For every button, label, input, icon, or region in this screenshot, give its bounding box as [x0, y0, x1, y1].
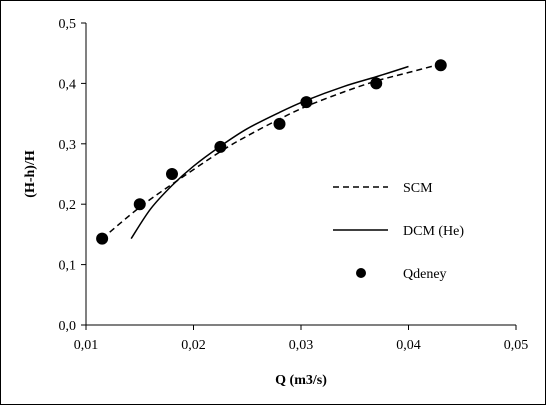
data-point-qdeney [273, 117, 286, 130]
series-line-dcm [130, 65, 409, 240]
legend-label-dcm: DCM (He) [403, 224, 464, 239]
x-tick-label: 0,04 [396, 338, 421, 353]
y-tick-label: 0,0 [59, 319, 77, 334]
legend: SCM DCM (He) Qdeney [333, 181, 464, 282]
x-tick-label: 0,05 [504, 338, 529, 353]
data-point-qdeney [434, 59, 447, 72]
y-tick-label: 0,2 [59, 198, 77, 213]
y-tick-label: 0,3 [59, 138, 77, 153]
data-point-qdeney [133, 198, 146, 211]
data-point-qdeney [96, 232, 109, 245]
data-point-qdeney [300, 96, 313, 109]
x-tick-label: 0,03 [289, 338, 314, 353]
data-point-qdeney [214, 140, 227, 153]
data-point-qdeney [166, 168, 178, 180]
legend-label-scm: SCM [403, 181, 433, 196]
legend-swatch-qdeney [356, 268, 366, 278]
y-axis-title: (H-h)/H [23, 150, 38, 198]
x-tick-label: 0,01 [74, 338, 99, 353]
axes: 0,0 0,1 0,2 0,3 0,4 0,5 0,01 0,02 0,03 0,04 0,05 [59, 17, 529, 353]
y-tick-label: 0,1 [59, 259, 77, 274]
data-point-qdeney [370, 77, 383, 90]
series-line-scm [101, 63, 441, 240]
x-axis-title: Q (m3/s) [275, 373, 327, 388]
y-tick-label: 0,4 [59, 77, 77, 92]
x-tick-label: 0,02 [181, 338, 206, 353]
series-layer [96, 59, 447, 245]
y-tick-label: 0,5 [59, 17, 77, 32]
legend-label-qdeney: Qdeney [403, 267, 447, 282]
